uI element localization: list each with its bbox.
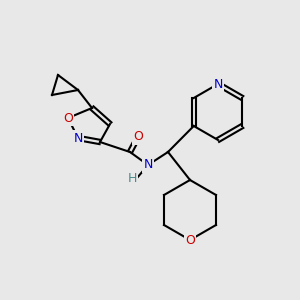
Text: O: O <box>63 112 73 124</box>
Text: O: O <box>185 233 195 247</box>
Text: N: N <box>73 131 83 145</box>
Text: N: N <box>143 158 153 172</box>
Text: N: N <box>213 77 223 91</box>
Text: O: O <box>133 130 143 143</box>
Text: H: H <box>127 172 137 184</box>
